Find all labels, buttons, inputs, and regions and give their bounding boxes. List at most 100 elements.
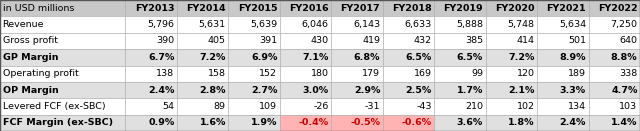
Bar	[280, 33, 332, 49]
Text: 138: 138	[156, 69, 174, 78]
Bar	[383, 16, 434, 33]
Bar	[332, 16, 383, 33]
Bar	[383, 66, 434, 82]
Bar	[589, 115, 640, 131]
Text: -43: -43	[416, 102, 431, 111]
Text: 99: 99	[471, 69, 483, 78]
Text: 8.9%: 8.9%	[559, 53, 586, 62]
Bar	[125, 33, 177, 49]
Bar	[537, 82, 589, 98]
Text: 2.4%: 2.4%	[559, 118, 586, 127]
Text: FY2017: FY2017	[340, 4, 380, 13]
Text: 2.9%: 2.9%	[354, 86, 380, 95]
Text: 419: 419	[362, 36, 380, 45]
Bar	[486, 98, 537, 115]
Bar	[332, 115, 383, 131]
Text: 6.5%: 6.5%	[457, 53, 483, 62]
Bar	[177, 16, 228, 33]
Bar	[434, 0, 486, 16]
Bar	[486, 49, 537, 66]
Text: 6.9%: 6.9%	[251, 53, 277, 62]
Text: 6.5%: 6.5%	[405, 53, 431, 62]
Bar	[332, 82, 383, 98]
Bar	[280, 98, 332, 115]
Text: 385: 385	[465, 36, 483, 45]
Bar	[125, 98, 177, 115]
Bar	[537, 0, 589, 16]
Text: -0.6%: -0.6%	[401, 118, 431, 127]
Bar	[228, 66, 280, 82]
Text: 109: 109	[259, 102, 277, 111]
Text: 6,143: 6,143	[353, 20, 380, 29]
Bar	[177, 115, 228, 131]
Bar	[537, 98, 589, 115]
Bar	[177, 66, 228, 82]
Text: 134: 134	[568, 102, 586, 111]
Text: 5,888: 5,888	[456, 20, 483, 29]
Text: 2.1%: 2.1%	[508, 86, 534, 95]
Bar	[0, 33, 125, 49]
Bar	[537, 115, 589, 131]
Bar	[589, 33, 640, 49]
Bar	[434, 115, 486, 131]
Text: FY2021: FY2021	[547, 4, 586, 13]
Text: 501: 501	[568, 36, 586, 45]
Bar	[0, 98, 125, 115]
Text: 152: 152	[259, 69, 277, 78]
Text: 6,046: 6,046	[301, 20, 329, 29]
Text: 7,250: 7,250	[611, 20, 637, 29]
Text: 0.9%: 0.9%	[148, 118, 174, 127]
Bar	[125, 82, 177, 98]
Bar	[280, 82, 332, 98]
Bar	[280, 115, 332, 131]
Bar	[125, 115, 177, 131]
Bar	[332, 33, 383, 49]
Text: FY2015: FY2015	[238, 4, 277, 13]
Bar	[383, 33, 434, 49]
Bar	[125, 0, 177, 16]
Bar	[332, 49, 383, 66]
Text: 390: 390	[156, 36, 174, 45]
Text: 5,796: 5,796	[147, 20, 174, 29]
Text: 169: 169	[413, 69, 431, 78]
Text: 2.7%: 2.7%	[251, 86, 277, 95]
Bar	[486, 33, 537, 49]
Text: 432: 432	[413, 36, 431, 45]
Text: 7.1%: 7.1%	[302, 53, 329, 62]
Text: 103: 103	[620, 102, 637, 111]
Text: 1.7%: 1.7%	[457, 86, 483, 95]
Text: 8.8%: 8.8%	[611, 53, 637, 62]
Bar	[228, 16, 280, 33]
Bar	[177, 49, 228, 66]
Text: 158: 158	[208, 69, 226, 78]
Text: FY2013: FY2013	[135, 4, 174, 13]
Text: 405: 405	[208, 36, 226, 45]
Bar	[537, 33, 589, 49]
Text: FY2016: FY2016	[289, 4, 329, 13]
Bar	[383, 0, 434, 16]
Text: 54: 54	[163, 102, 174, 111]
Bar	[537, 66, 589, 82]
Bar	[332, 98, 383, 115]
Bar	[177, 98, 228, 115]
Text: 3.6%: 3.6%	[457, 118, 483, 127]
Text: 179: 179	[362, 69, 380, 78]
Text: FY2014: FY2014	[186, 4, 226, 13]
Text: 189: 189	[568, 69, 586, 78]
Bar	[434, 66, 486, 82]
Text: 5,631: 5,631	[198, 20, 226, 29]
Text: -31: -31	[365, 102, 380, 111]
Text: Operating profit: Operating profit	[3, 69, 78, 78]
Text: Gross profit: Gross profit	[3, 36, 58, 45]
Text: 391: 391	[259, 36, 277, 45]
Bar	[589, 16, 640, 33]
Bar	[383, 98, 434, 115]
Text: 1.4%: 1.4%	[611, 118, 637, 127]
Text: 3.0%: 3.0%	[303, 86, 329, 95]
Text: FY2019: FY2019	[444, 4, 483, 13]
Bar	[228, 115, 280, 131]
Bar	[537, 49, 589, 66]
Bar	[0, 0, 125, 16]
Text: 5,639: 5,639	[250, 20, 277, 29]
Text: 430: 430	[310, 36, 329, 45]
